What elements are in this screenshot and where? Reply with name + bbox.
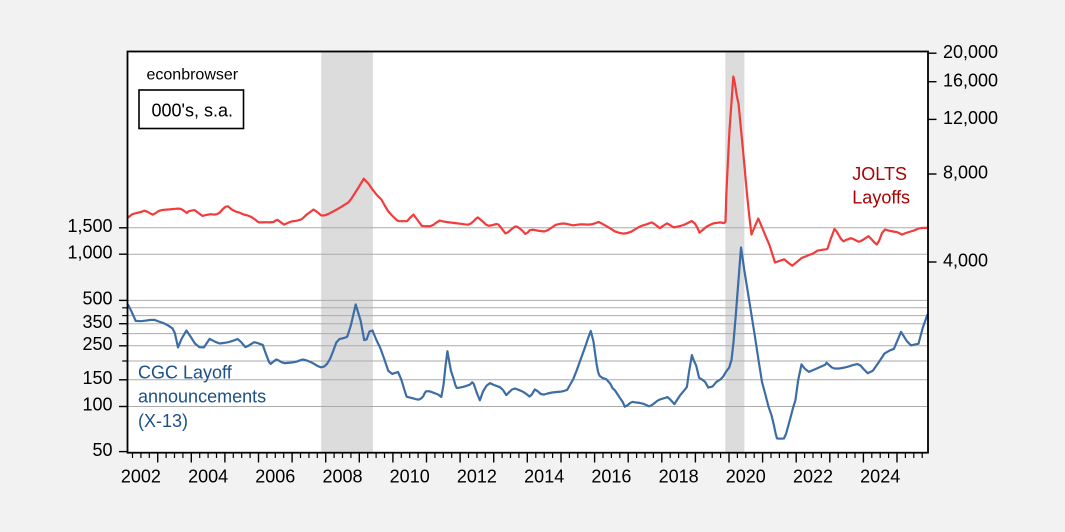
svg-text:2006: 2006 <box>255 467 295 487</box>
svg-text:000's, s.a.: 000's, s.a. <box>152 100 233 120</box>
svg-text:CGC Layoff: CGC Layoff <box>138 363 233 383</box>
svg-text:1,000: 1,000 <box>67 242 112 262</box>
svg-text:16,000: 16,000 <box>943 70 998 90</box>
svg-text:2016: 2016 <box>591 467 631 487</box>
svg-text:2002: 2002 <box>121 467 161 487</box>
svg-text:150: 150 <box>82 368 112 388</box>
svg-text:Layoffs: Layoffs <box>852 188 910 208</box>
svg-text:2012: 2012 <box>457 467 497 487</box>
svg-text:4,000: 4,000 <box>943 251 988 271</box>
svg-text:2014: 2014 <box>524 467 564 487</box>
svg-text:20,000: 20,000 <box>943 42 998 62</box>
svg-text:econbrowser: econbrowser <box>147 67 239 84</box>
svg-text:1,500: 1,500 <box>67 216 112 236</box>
svg-text:2008: 2008 <box>322 467 362 487</box>
svg-text:100: 100 <box>82 395 112 415</box>
svg-text:8,000: 8,000 <box>943 163 988 183</box>
svg-text:50: 50 <box>92 440 112 460</box>
svg-text:(X-13): (X-13) <box>138 411 188 431</box>
svg-text:2022: 2022 <box>793 467 833 487</box>
svg-text:announcements: announcements <box>138 387 266 407</box>
svg-text:500: 500 <box>82 289 112 309</box>
svg-text:JOLTS: JOLTS <box>852 164 907 184</box>
svg-text:12,000: 12,000 <box>943 108 998 128</box>
svg-text:2018: 2018 <box>659 467 699 487</box>
svg-text:2004: 2004 <box>188 467 228 487</box>
svg-text:2020: 2020 <box>726 467 766 487</box>
svg-text:350: 350 <box>82 312 112 332</box>
svg-text:250: 250 <box>82 334 112 354</box>
svg-text:2024: 2024 <box>860 467 900 487</box>
svg-text:2010: 2010 <box>390 467 430 487</box>
